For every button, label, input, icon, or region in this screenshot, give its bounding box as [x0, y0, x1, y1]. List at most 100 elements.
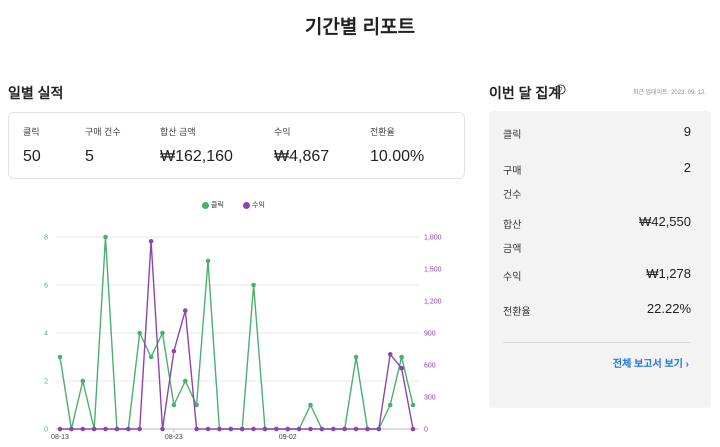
data-point-revenue	[126, 426, 131, 432]
data-point-clicks	[251, 282, 256, 288]
summary-value: ₩1,278	[646, 266, 691, 281]
legend-item-clicks[interactable]: 클릭	[202, 200, 224, 210]
stat-value: ₩4,867	[274, 148, 330, 165]
y-left-tick-label: 4	[44, 331, 48, 338]
summary-label: 클릭	[503, 130, 522, 141]
data-point-revenue	[160, 426, 165, 432]
data-point-clicks	[387, 402, 393, 408]
data-point-clicks	[182, 378, 188, 384]
data-point-revenue	[399, 365, 404, 371]
data-point-revenue	[217, 426, 222, 432]
summary-label: 합산 금액	[503, 220, 522, 255]
y-right-tick-label: 0	[424, 427, 428, 434]
data-point-clicks	[205, 258, 211, 264]
data-point-clicks	[160, 330, 165, 336]
last-updated-text: 최근 업데이트: 2023. 09. 12.	[632, 90, 706, 96]
data-point-clicks	[171, 402, 177, 408]
legend-label: 수익	[252, 202, 265, 209]
data-point-clicks	[103, 234, 108, 240]
stat-value: 5	[85, 148, 94, 165]
y-left-tick-label: 0	[44, 427, 48, 434]
data-point-revenue	[319, 426, 325, 432]
data-point-clicks	[308, 402, 313, 408]
data-point-revenue	[274, 426, 279, 432]
summary-label: 수익	[503, 272, 522, 283]
y-right-tick-label: 900	[424, 331, 436, 338]
stat-label: 클릭	[23, 127, 40, 137]
data-point-clicks	[194, 402, 199, 408]
stat-label: 구매 건수	[85, 127, 121, 137]
summary-value: 2	[683, 160, 691, 175]
summary-label: 구매 건수	[503, 166, 522, 201]
data-point-revenue	[80, 426, 86, 432]
data-point-revenue	[353, 426, 359, 432]
x-tick-label: 08-13	[51, 434, 69, 441]
data-point-revenue	[296, 426, 302, 432]
svg-text:?: ?	[559, 87, 563, 94]
x-tick-label: 08-23	[165, 434, 183, 441]
summary-value: ₩42,550	[638, 214, 691, 229]
legend-swatch-revenue	[243, 201, 250, 209]
stat-label: 수익	[274, 127, 291, 137]
daily-chart: 클릭 수익 0 2 4 6 8 0 300 600 900 1,200 1,500 1,800 08-1…	[0, 195, 470, 447]
data-point-revenue	[308, 426, 313, 432]
stat-value: ₩162,160	[160, 148, 233, 165]
x-tick-label: 09-02	[279, 434, 297, 441]
daily-stats-card: 클릭 50 구매 건수 5 합산 금액 ₩162,160 수익 ₩4,867 전…	[8, 112, 465, 179]
data-point-revenue	[103, 426, 108, 432]
stat-conversion-rate: 전환율 10.00%	[370, 125, 424, 166]
monthly-section-title: 이번 달 집계	[489, 85, 562, 101]
y-right-tick-label: 600	[424, 363, 436, 370]
data-point-clicks	[137, 330, 143, 336]
data-point-revenue	[285, 426, 291, 432]
data-point-revenue	[171, 348, 177, 354]
legend-item-revenue[interactable]: 수익	[243, 200, 265, 210]
stat-purchases: 구매 건수 5	[85, 125, 121, 166]
data-point-clicks	[57, 354, 63, 360]
data-point-revenue	[262, 426, 268, 432]
summary-value: 22.22%	[646, 301, 691, 316]
page-title: 기간별 리포트	[304, 17, 416, 38]
data-point-revenue	[342, 426, 347, 432]
data-point-revenue	[251, 426, 256, 432]
summary-value: 9	[683, 124, 691, 139]
monthly-summary-panel: 클릭 9 구매 건수 2 합산 금액 ₩42,550 수익 ₩1,278 전환율…	[489, 111, 711, 408]
stat-label: 전환율	[370, 127, 395, 137]
data-point-revenue	[228, 426, 234, 432]
stat-value: 50	[23, 148, 41, 165]
data-point-revenue	[57, 426, 63, 432]
y-right-tick-label: 1,800	[424, 235, 442, 242]
question-circle-icon[interactable]: ?	[555, 84, 566, 95]
stat-label: 합산 금액	[160, 127, 196, 137]
y-right-tick-label: 1,500	[424, 267, 442, 274]
data-point-revenue	[114, 426, 120, 432]
stat-total-amount: 합산 금액 ₩162,160	[160, 125, 233, 166]
data-point-revenue	[205, 426, 211, 432]
y-right-tick-label: 300	[424, 395, 436, 402]
full-report-link[interactable]: 전체 보고서 보기 ›	[612, 359, 689, 370]
data-point-revenue	[239, 426, 245, 432]
y-left-tick-label: 8	[44, 235, 48, 242]
y-right-tick-label: 1,200	[424, 299, 442, 306]
data-point-clicks	[410, 402, 416, 408]
daily-section-title: 일별 실적	[8, 85, 64, 101]
legend-swatch-clicks	[202, 201, 209, 209]
data-point-clicks	[399, 354, 404, 360]
stat-value: 10.00%	[370, 148, 425, 165]
data-point-revenue	[182, 308, 188, 313]
data-point-revenue	[410, 426, 416, 432]
chart-canvas: 0 2 4 6 8 0 300 600 900 1,200 1,500 1,800 08-13 08-23…	[44, 234, 442, 442]
data-point-revenue	[69, 426, 74, 432]
data-point-clicks	[353, 354, 359, 360]
stat-clicks: 클릭 50	[23, 125, 41, 166]
data-point-revenue	[91, 426, 97, 432]
data-point-clicks	[148, 354, 154, 360]
data-point-revenue	[365, 426, 370, 432]
data-point-revenue	[148, 238, 154, 244]
summary-divider	[503, 342, 691, 343]
y-left-tick-label: 2	[44, 379, 48, 386]
y-left-tick-label: 6	[44, 283, 48, 290]
data-point-revenue	[387, 352, 393, 357]
data-point-revenue	[194, 426, 199, 432]
series-line-revenue	[60, 240, 414, 430]
